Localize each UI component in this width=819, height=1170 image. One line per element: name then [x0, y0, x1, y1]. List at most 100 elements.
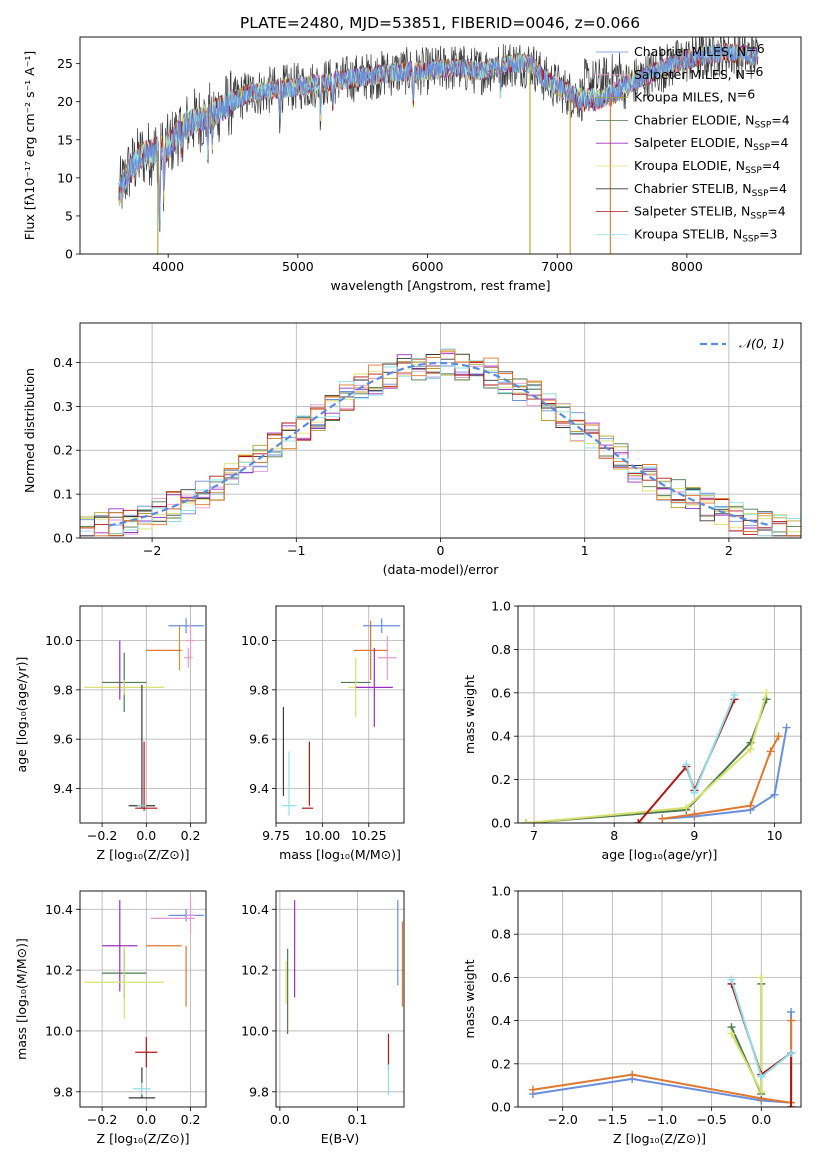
- x-tick-label: 0.1: [348, 1112, 368, 1127]
- y-tick-label: 10.0: [241, 1023, 269, 1038]
- mass-weight-marker: [746, 801, 755, 810]
- y-tick-label: 1.0: [491, 599, 511, 614]
- mass-weight-marker: [774, 732, 783, 741]
- y-axis-label: mass [log₁₀(M/M⊙)]: [14, 938, 29, 1060]
- axes-frame: [275, 890, 405, 1108]
- x-axis-label: mass [log₁₀(M/M⊙)]: [279, 847, 401, 862]
- x-tick-label: 0.2: [181, 1112, 201, 1127]
- x-axis-label: wavelength [Angstrom, rest frame]: [330, 278, 550, 293]
- mass-weight-marker: [766, 747, 775, 756]
- panel-age_vs_mass: 9.75 10.00 10.25 9.4 9.6 9.8 10.0 mass [log₁₀(M…: [241, 605, 405, 862]
- mass-weight-line: [525, 692, 768, 823]
- mass-weight-marker: [727, 975, 736, 984]
- y-tick-label: 0.3: [53, 399, 73, 414]
- y-tick-label: 0.4: [491, 1013, 511, 1028]
- legend-suffix: =4: [770, 135, 788, 150]
- mass-weight-marker: [787, 1049, 796, 1057]
- y-tick-label: 10.0: [241, 633, 269, 648]
- x-tick-label: 9: [690, 828, 698, 843]
- legend-subscript: SSP: [752, 189, 769, 199]
- legend-suffix: =4: [771, 112, 789, 127]
- axes-frame: [79, 890, 207, 1108]
- panel-mass_vs_Z: −0.2 0.0 0.2 9.8 10.0 10.2 10.4 Z [log₁₀(Z/Z⊙)]…: [14, 890, 207, 1146]
- axes-frame: [517, 890, 802, 1108]
- y-tick-label: 0.1: [53, 487, 73, 502]
- y-tick-label: 9.4: [53, 781, 73, 796]
- y-axis-label: age [log₁₀(age/yr)]: [14, 657, 29, 773]
- legend-subscript: SSP: [754, 120, 771, 130]
- x-tick-label: 5000: [282, 259, 314, 274]
- y-tick-label: 25: [57, 56, 73, 71]
- legend-suffix: =4: [762, 158, 780, 173]
- y-tick-label: 0.6: [491, 685, 511, 700]
- x-axis-label: age [log₁₀(age/yr)]: [602, 847, 718, 862]
- x-tick-label: 0.0: [136, 1112, 156, 1127]
- figure-title: PLATE=2480, MJD=53851, FIBERID=0046, z=0…: [240, 14, 640, 32]
- mass-weight-marker: [787, 1016, 796, 1025]
- axes-frame: [517, 605, 802, 824]
- mass-weight-marker: [787, 1007, 796, 1016]
- axes-frame: [79, 36, 802, 255]
- legend-label: Kroupa ELODIE, NSSP=4: [634, 158, 780, 176]
- y-tick-label: 15: [57, 132, 73, 147]
- legend-subscript: SSP: [742, 234, 759, 244]
- mass-weight-marker: [757, 973, 766, 982]
- y-tick-label: 9.6: [249, 732, 269, 747]
- y-tick-label: 0.6: [491, 970, 511, 985]
- y-tick-label: 0.8: [491, 927, 511, 942]
- mass-weight-marker: [628, 1070, 637, 1079]
- mass-weight-marker: [746, 745, 755, 754]
- x-tick-label: 4000: [152, 259, 184, 274]
- x-tick-label: 0.2: [181, 828, 201, 843]
- x-tick-label: 8: [610, 828, 618, 843]
- mass-weight-marker: [770, 790, 779, 799]
- y-tick-label: 10.4: [45, 902, 73, 917]
- x-tick-label: −1: [287, 543, 305, 558]
- legend-suffix: =4: [767, 204, 785, 219]
- y-tick-label: 0.0: [53, 531, 73, 546]
- axes-frame: [79, 605, 207, 824]
- mass-weight-line: [525, 698, 768, 823]
- mass-weight-marker: [682, 803, 691, 812]
- legend-label: Chabrier STELIB, NSSP=4: [634, 181, 787, 199]
- mass-weight-marker: [730, 690, 739, 699]
- panel-spectrum: 4000 5000 6000 7000 8000 0 5 10 15 20 25 wavelength…: [22, 36, 802, 293]
- y-tick-label: 10.0: [45, 633, 73, 648]
- legend-label: Chabrier MILES, N=6: [634, 41, 765, 59]
- y-axis-label: mass weight: [462, 959, 477, 1038]
- legend-subscript: SSP: [745, 166, 762, 176]
- gaussian-curve: [108, 361, 773, 527]
- y-tick-label: 9.6: [53, 732, 73, 747]
- y-tick-label: 0.0: [491, 1100, 511, 1115]
- panel-massweight_vs_age: 7 8 9 10 0.0 0.2 0.4 0.6 0.8 1.0 age [log₁₀(age/yr…: [462, 599, 802, 862]
- x-tick-label: 0.0: [136, 828, 156, 843]
- y-tick-label: 0.0: [491, 816, 511, 831]
- x-tick-label: 7: [530, 828, 538, 843]
- mass-weight-marker: [762, 688, 771, 697]
- legend-label: Chabrier ELODIE, NSSP=4: [634, 112, 790, 130]
- x-axis-label: (data-model)/error: [383, 562, 500, 577]
- y-tick-label: 0.2: [491, 1056, 511, 1071]
- x-axis-label: Z [log₁₀(Z/Z⊙)]: [97, 847, 190, 862]
- x-tick-label: 6000: [412, 259, 444, 274]
- y-axis-label: Flux [fλ10⁻¹⁷ erg cm⁻² s⁻¹ A⁻¹]: [22, 51, 37, 240]
- y-tick-label: 1.0: [491, 884, 511, 899]
- x-tick-label: −0.2: [87, 1112, 117, 1127]
- x-axis-label: E(B-V): [321, 1131, 360, 1146]
- y-axis-label: mass weight: [462, 675, 477, 754]
- y-axis-label: Normed distribution: [22, 368, 37, 493]
- x-tick-label: 0: [437, 543, 445, 558]
- y-tick-label: 0.2: [491, 772, 511, 787]
- legend-suffix: =6: [745, 64, 763, 79]
- mass-weight-marker: [528, 1085, 537, 1094]
- axes-frame: [79, 322, 802, 539]
- mass-weight-marker: [522, 819, 531, 823]
- x-tick-label: −0.5: [696, 1112, 726, 1127]
- legend-label: Salpeter STELIB, NSSP=4: [634, 204, 786, 222]
- y-tick-label: 0: [65, 247, 73, 262]
- y-tick-label: 9.8: [53, 1084, 73, 1099]
- x-tick-label: 8000: [671, 259, 703, 274]
- gaussian-legend-label: 𝒩(0, 1): [739, 336, 785, 351]
- x-tick-label: 9.75: [262, 828, 290, 843]
